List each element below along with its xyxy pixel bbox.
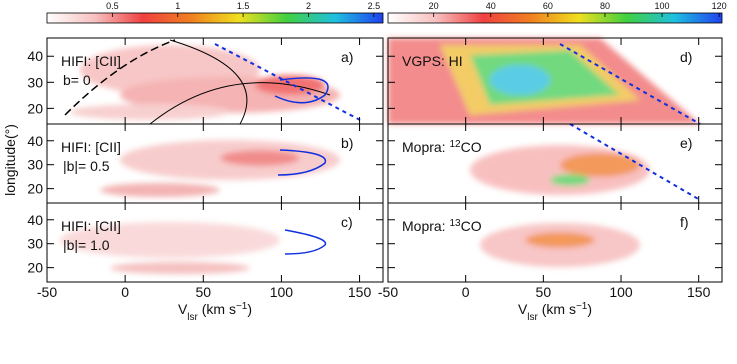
panel-title: Mopra: 12CO [402, 139, 482, 156]
y-tick-label: 30 [27, 74, 43, 90]
colorbar-tick-label: 0.5 [106, 1, 119, 11]
y-tick-label: 20 [27, 181, 43, 197]
colorbar-tick-label: 40 [486, 1, 496, 11]
y-tick-label: 30 [27, 236, 43, 252]
x-label-part: V [178, 301, 188, 317]
y-tick-label: 20 [27, 260, 43, 276]
x-label-part: (km s [538, 301, 576, 317]
title-part: 12 [449, 139, 461, 150]
overlays [64, 39, 701, 255]
panel-label: b) [341, 135, 353, 151]
colorbar-tick-label: 100 [655, 1, 670, 11]
x-tick-label: 50 [195, 284, 211, 300]
x-label-part: ) [587, 301, 592, 317]
panel-label: e) [680, 135, 692, 151]
title-part: Mopra: [402, 218, 449, 234]
colorbar-tick-label: 120 [712, 1, 727, 11]
colorbar-tick-label: 1.5 [237, 1, 250, 11]
x-label-part: lsr [527, 312, 538, 323]
x-tick-label: -50 [378, 284, 398, 300]
panel-label: f) [680, 214, 689, 230]
panel-subtitle: b= 0 [63, 72, 91, 88]
panel-frame [387, 202, 723, 283]
panel-subtitle: |b|= 1.0 [63, 237, 110, 253]
title-part: CO [461, 218, 482, 234]
panel-frame [46, 202, 384, 283]
emission [60, 38, 700, 274]
title-part: HIFI: [CII] [61, 53, 121, 69]
colorbar-tick-label: 2.5 [368, 1, 381, 11]
panel-title: Mopra: 13CO [402, 218, 482, 235]
x-tick-label: 100 [609, 284, 633, 300]
colorbar-tick-label: 80 [600, 1, 610, 11]
x-label-part: (km s [198, 301, 236, 317]
panel-title: HIFI: [CII] [61, 218, 121, 234]
x-label-part: V [518, 301, 528, 317]
colorbar [387, 12, 723, 24]
x-tick-label: 0 [121, 284, 129, 300]
x-label-part: −1 [576, 301, 588, 312]
title-part: HIFI: [CII] [61, 218, 121, 234]
panel-title: HIFI: [CII] [61, 53, 121, 69]
colorbar-tick-label: 2 [306, 1, 311, 11]
x-axis-label: Vlsr (km s−1) [178, 301, 252, 323]
title-part: Mopra: [402, 139, 449, 155]
x-label-part: lsr [187, 312, 198, 323]
panel-label: d) [680, 49, 692, 65]
colorbar-tick-label: 60 [543, 1, 553, 11]
y-tick-label: 40 [27, 48, 43, 64]
y-axis-label: longitude(°) [2, 124, 18, 196]
panel-label: c) [341, 214, 353, 230]
colorbar-tick-label: 20 [429, 1, 439, 11]
title-part: HIFI: [CII] [61, 139, 121, 155]
y-tick-label: 40 [27, 133, 43, 149]
title-part: 13 [449, 218, 461, 229]
x-tick-label: 150 [687, 284, 711, 300]
colorbar-tick-label: 1 [175, 1, 180, 11]
y-tick-label: 30 [27, 157, 43, 173]
x-label-part: ) [247, 301, 252, 317]
panel-title: HIFI: [CII] [61, 139, 121, 155]
x-tick-label: 150 [348, 284, 372, 300]
x-tick-label: -50 [37, 284, 57, 300]
title-part: VGPS: HI [402, 53, 463, 69]
panel-label: a) [341, 49, 353, 65]
y-tick-label: 40 [27, 212, 43, 228]
x-tick-label: 0 [462, 284, 470, 300]
title-part: CO [461, 139, 482, 155]
x-label-part: −1 [236, 301, 248, 312]
panel-title: VGPS: HI [402, 53, 463, 69]
x-axis-label: Vlsr (km s−1) [518, 301, 592, 323]
x-tick-label: 100 [270, 284, 294, 300]
y-tick-label: 20 [27, 100, 43, 116]
colorbar [46, 12, 384, 24]
x-tick-label: 50 [536, 284, 552, 300]
panel-subtitle: |b|= 0.5 [63, 158, 110, 174]
